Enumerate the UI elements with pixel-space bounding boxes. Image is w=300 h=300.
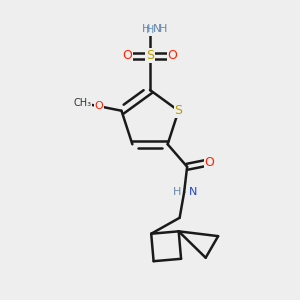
Text: H: H — [173, 187, 181, 197]
Text: H: H — [142, 23, 150, 34]
Text: O: O — [94, 101, 103, 111]
Text: O: O — [168, 49, 177, 62]
Text: S: S — [146, 49, 154, 62]
Text: H: H — [146, 25, 154, 35]
Text: N: N — [189, 187, 197, 197]
Text: N: N — [153, 23, 161, 34]
Text: H: H — [159, 23, 168, 34]
Text: O: O — [205, 156, 214, 169]
Text: O: O — [123, 49, 132, 62]
Text: CH₃: CH₃ — [74, 98, 92, 108]
Text: S: S — [175, 104, 182, 117]
